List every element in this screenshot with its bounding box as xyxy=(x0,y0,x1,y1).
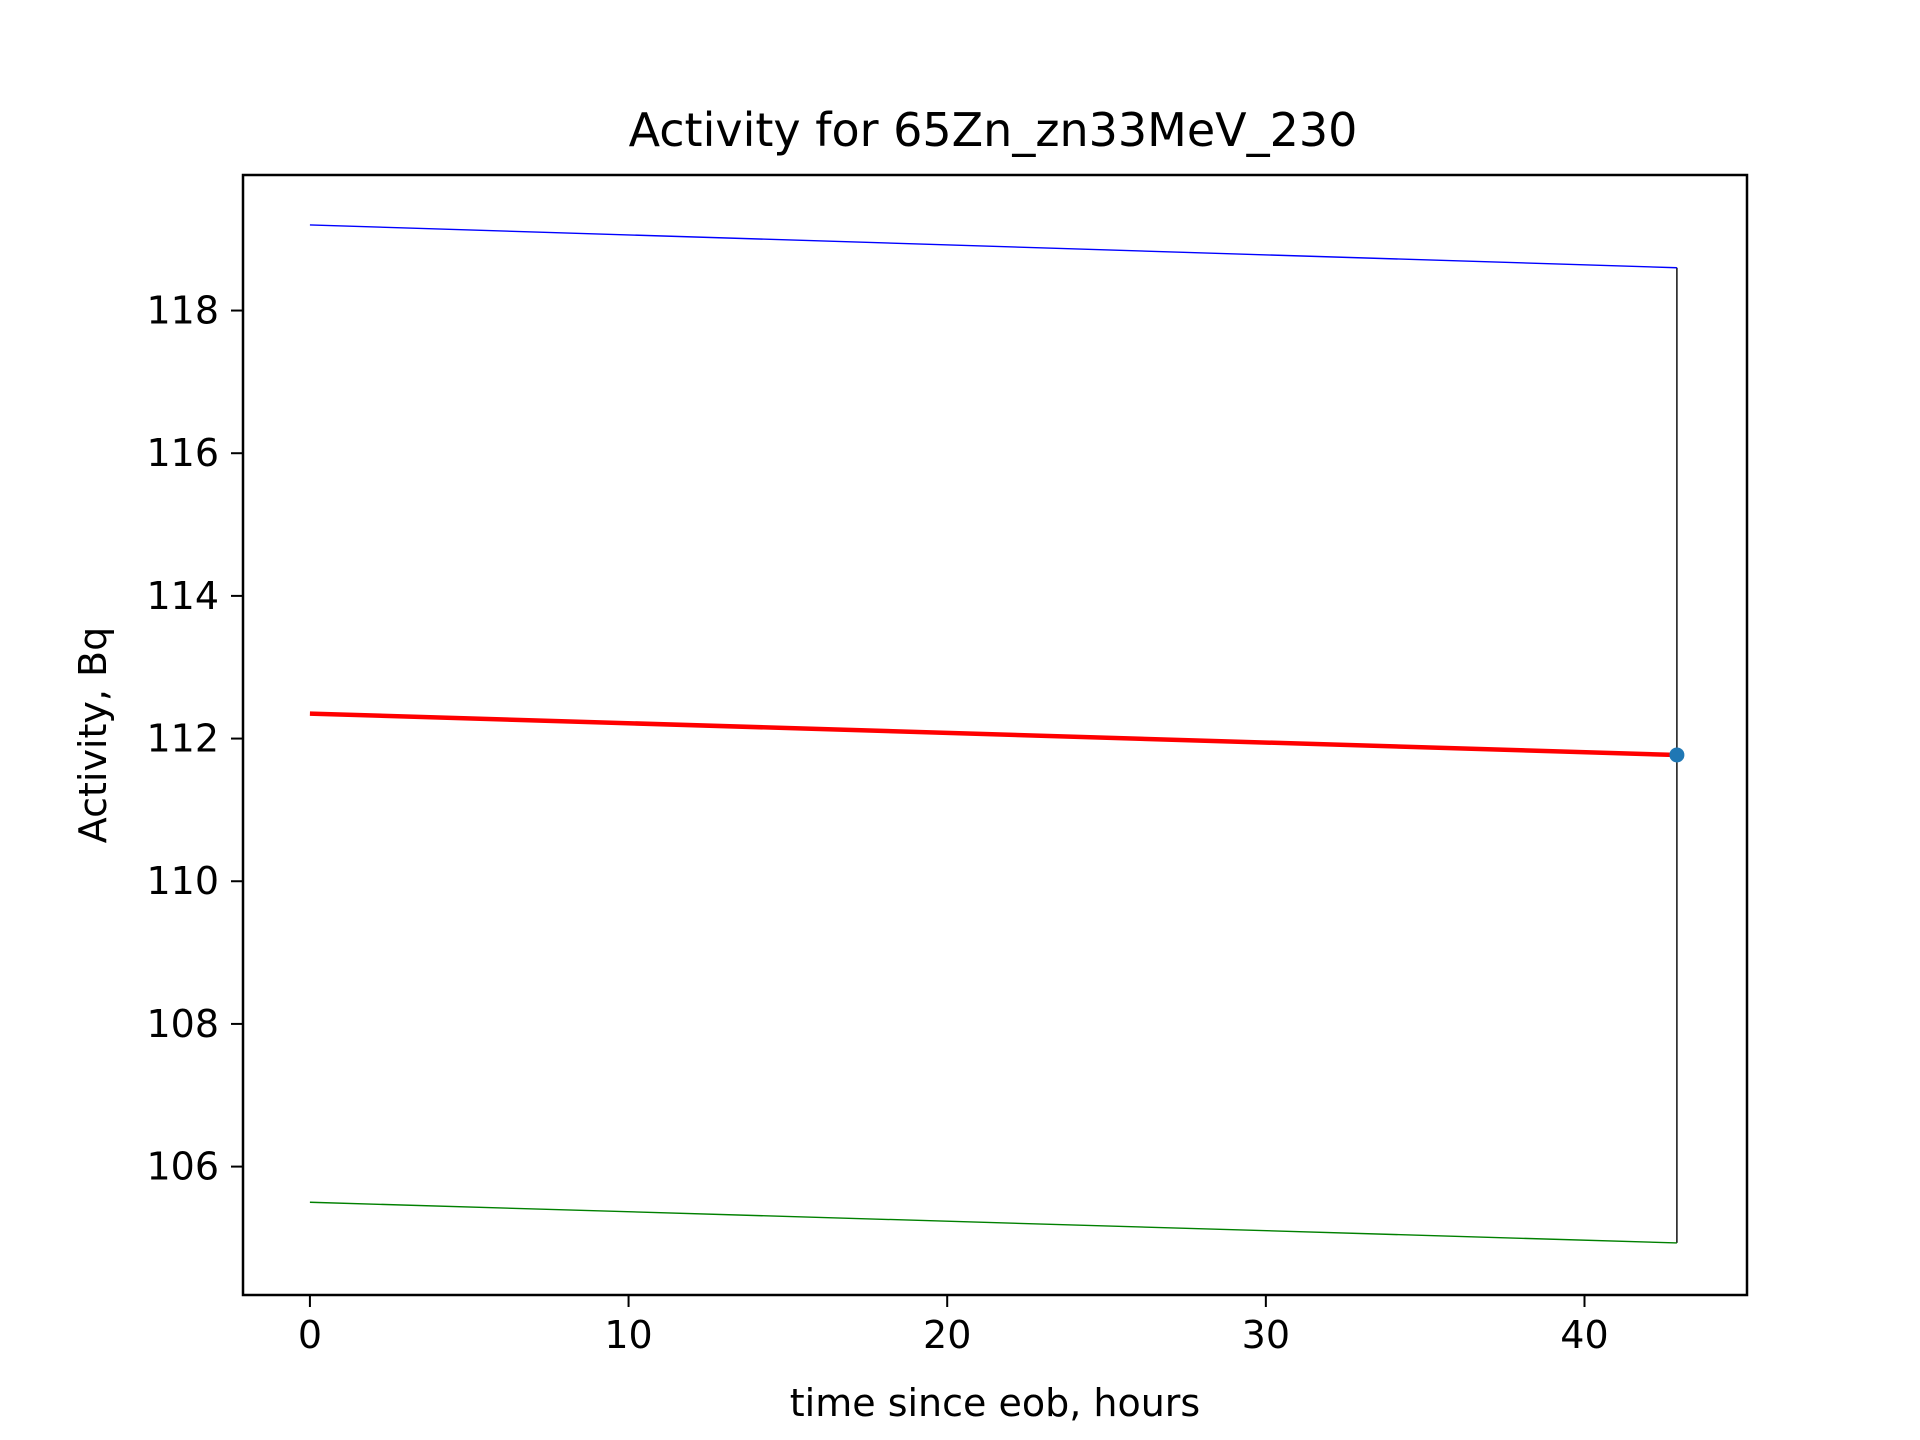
y-axis-label: Activity, Bq xyxy=(71,627,115,843)
upper-bound-line xyxy=(309,224,1677,269)
plot-area xyxy=(309,224,1685,1244)
data-point xyxy=(1669,747,1685,763)
y-tick-label: 114 xyxy=(146,574,219,618)
x-tick-label: 40 xyxy=(1560,1313,1608,1357)
x-tick-label: 0 xyxy=(298,1313,322,1357)
x-tick-label: 20 xyxy=(923,1313,971,1357)
x-axis-label: time since eob, hours xyxy=(790,1381,1200,1425)
plot-frame xyxy=(241,173,1749,1297)
y-tick-label: 112 xyxy=(146,717,219,761)
y-tick-label: 108 xyxy=(146,1002,219,1046)
y-tick-label: 110 xyxy=(146,859,219,903)
x-tick-label: 10 xyxy=(604,1313,652,1357)
lower-bound-line xyxy=(309,1201,1677,1244)
axis-ticks: 0 10 20 30 40 106 108 110 112 114 116 118 xyxy=(146,289,1608,1357)
y-tick-label: 106 xyxy=(146,1145,219,1189)
chart-title: Activity for 65Zn_zn33MeV_230 xyxy=(629,103,1358,157)
y-tick-label: 118 xyxy=(146,289,219,333)
y-tick-label: 116 xyxy=(146,431,219,475)
x-tick-label: 30 xyxy=(1242,1313,1290,1357)
activity-fit-line xyxy=(309,711,1677,758)
